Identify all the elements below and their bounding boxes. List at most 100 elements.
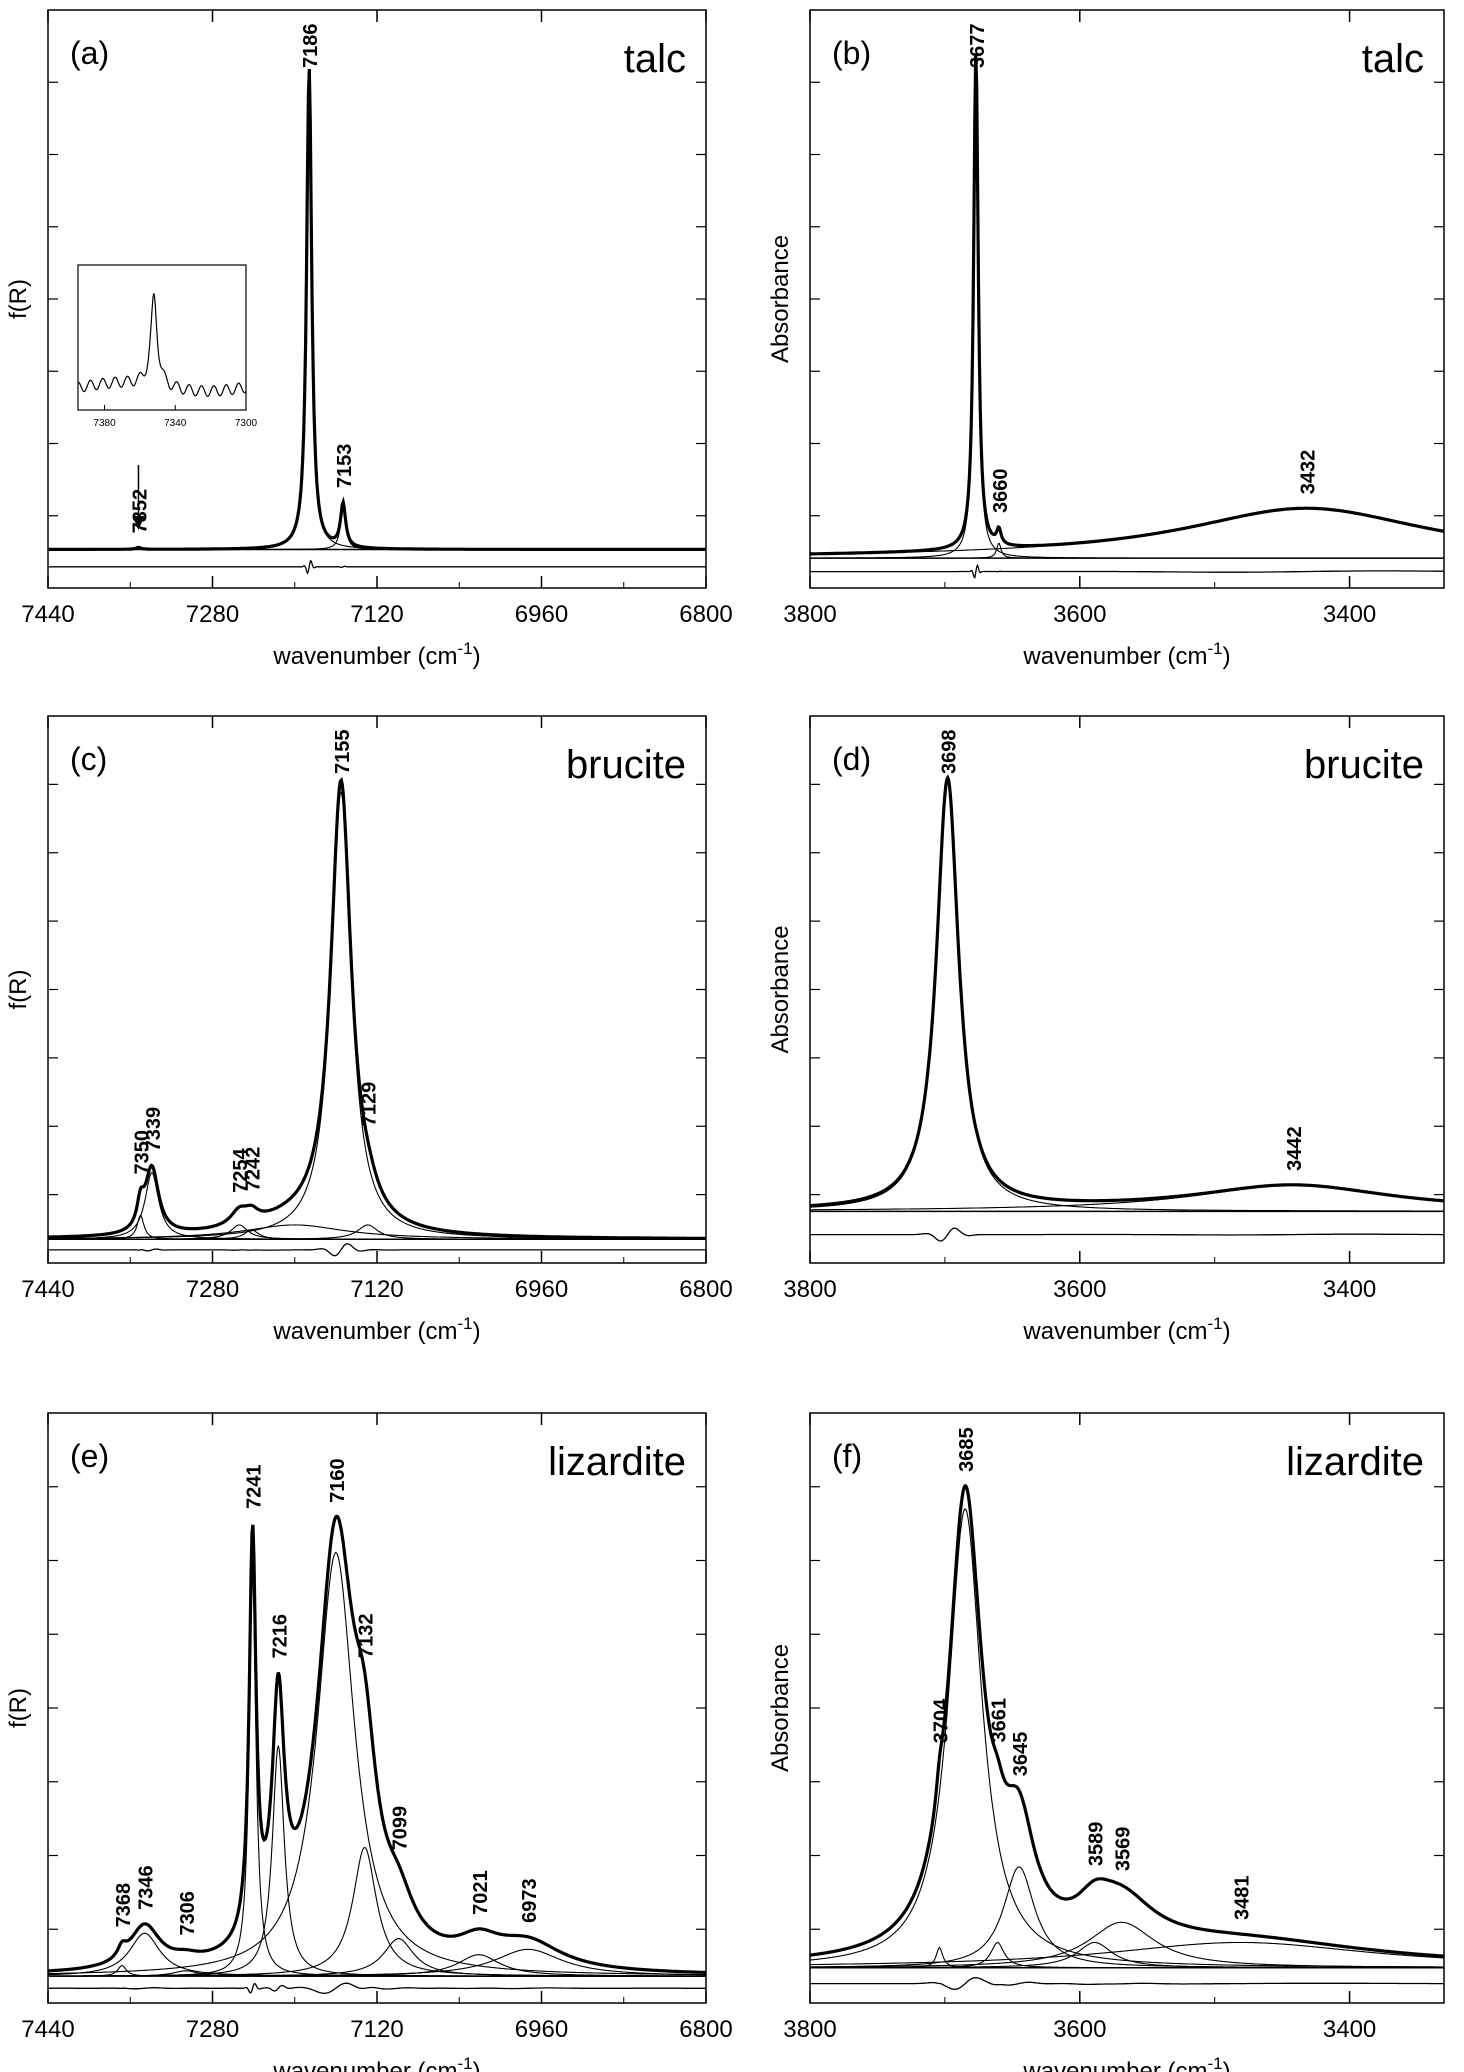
x-tick-label: 7120 <box>350 601 403 628</box>
panel-d: 3800 3600 3400 wavenumber (cm-1) Absorbance (… <box>767 715 1445 1345</box>
y-axis-label: f(R) <box>5 970 32 1010</box>
peak-label-7132: 7132 <box>356 1613 378 1658</box>
x-axis-label: wavenumber (cm-1) <box>272 2054 480 2072</box>
inset-frame <box>77 264 247 411</box>
panel-title: brucite <box>1304 743 1424 787</box>
x-tick-label: 6960 <box>515 601 568 628</box>
plot-frame <box>809 1412 1445 2004</box>
y-axis-label: Absorbance <box>767 235 794 363</box>
x-axis-label: wavenumber (cm-1) <box>1022 639 1230 670</box>
inset-curve <box>77 293 247 397</box>
envelope-curve <box>48 1514 706 1975</box>
peak-label-7241: 7241 <box>244 1464 266 1509</box>
component-curve-3645 <box>810 1866 1444 1969</box>
x-axis-label: wavenumber (cm-1) <box>1022 1314 1230 1345</box>
inset-tick-label: 7380 <box>93 418 116 429</box>
peak-label-7242: 7242 <box>243 1147 265 1192</box>
peak-label-3698: 3698 <box>939 730 961 775</box>
component-curve-3569 <box>810 1921 1444 1968</box>
peak-label-3569: 3569 <box>1113 1827 1135 1872</box>
x-tick-label: 3400 <box>1323 601 1376 628</box>
component-curve-7160 <box>48 1551 706 1976</box>
component-curve-7350 <box>48 1215 706 1240</box>
component-curve-3432 <box>810 507 1444 555</box>
arrow-head <box>132 516 145 530</box>
peak-label-3661: 3661 <box>989 1698 1011 1743</box>
x-tick-label: 3800 <box>783 1276 836 1303</box>
peak-label-3677: 3677 <box>967 23 989 68</box>
plot-frame <box>47 1412 707 2004</box>
plot-area <box>48 1514 706 1994</box>
peak-label-7186: 7186 <box>300 24 322 69</box>
x-tick-label: 3400 <box>1323 1276 1376 1303</box>
peak-label-7153: 7153 <box>334 444 356 489</box>
panel-label: (c) <box>70 741 107 777</box>
x-tick-label: 3600 <box>1053 2016 1106 2043</box>
residual-curve <box>810 1227 1444 1242</box>
residual-curve <box>810 563 1444 579</box>
plot-area <box>810 774 1444 1242</box>
peak-label-3645: 3645 <box>1010 1732 1032 1777</box>
x-tick-label: 6960 <box>515 2016 568 2043</box>
peak-label-3481: 3481 <box>1231 1875 1253 1920</box>
panel-label: (b) <box>832 35 871 71</box>
component-curve-3685 <box>810 1508 1444 1968</box>
residual-curve <box>48 1982 706 1994</box>
panel-title: lizardite <box>1286 1440 1424 1484</box>
panel-e: 7440 7280 7120 6960 6800 wavenumber (cm-1) f(R… <box>5 1412 733 2072</box>
y-axis-label: f(R) <box>5 279 32 319</box>
panel-title: brucite <box>566 743 686 787</box>
x-tick-label: 7120 <box>350 1276 403 1303</box>
y-axis-label: f(R) <box>5 1688 32 1728</box>
inset-tick-label: 7340 <box>164 418 187 429</box>
peak-label-7021: 7021 <box>470 1870 492 1915</box>
peak-label-7216: 7216 <box>269 1614 291 1659</box>
x-tick-label: 3400 <box>1323 2016 1376 2043</box>
x-tick-label: 7280 <box>186 1276 239 1303</box>
x-tick-label: 7280 <box>186 2016 239 2043</box>
x-axis-label: wavenumber (cm-1) <box>272 1314 480 1345</box>
panel-c: 7440 7280 7120 6960 6800 wavenumber (cm-1) f(R… <box>5 715 733 1345</box>
peak-label-7254: 7254 <box>230 1148 252 1193</box>
peak-label-7099: 7099 <box>390 1806 412 1851</box>
panel-label: (e) <box>70 1438 109 1474</box>
envelope-curve <box>810 774 1444 1208</box>
panel-a: 7440 7280 7120 6960 6800 wavenumber (cm-1) f(R… <box>5 9 733 670</box>
plot-area <box>810 1484 1444 1991</box>
x-tick-label: 3600 <box>1053 601 1106 628</box>
peak-label-3432: 3432 <box>1297 450 1319 495</box>
peak-label-7160: 7160 <box>327 1458 349 1503</box>
panel-f: 3800 3600 3400 wavenumber (cm-1) Absorbance (… <box>767 1412 1445 2072</box>
residual-curve <box>810 1977 1444 1991</box>
x-tick-label: 7440 <box>21 601 74 628</box>
y-axis-label: Absorbance <box>767 925 794 1053</box>
envelope-curve <box>48 68 706 551</box>
component-curve-3698 <box>810 779 1444 1212</box>
plot-area <box>48 68 706 575</box>
x-tick-label: 7120 <box>350 2016 403 2043</box>
x-tick-label: 7440 <box>21 1276 74 1303</box>
panel-label: (a) <box>70 35 109 71</box>
peak-label-7306: 7306 <box>177 1891 199 1936</box>
peak-label-6973: 6973 <box>519 1878 541 1923</box>
inset-tick-label: 7300 <box>235 418 258 429</box>
peak-label-7350: 7350 <box>132 1130 154 1175</box>
component-curve-3660 <box>810 542 1444 559</box>
panel-title: talc <box>624 37 686 81</box>
x-tick-label: 6800 <box>679 2016 732 2043</box>
plot-area <box>48 776 706 1257</box>
peak-label-7339: 7339 <box>143 1107 165 1152</box>
x-tick-label: 6800 <box>679 1276 732 1303</box>
x-tick-label: 6960 <box>515 1276 568 1303</box>
x-tick-label: 3800 <box>783 601 836 628</box>
panel-b: 3800 3600 3400 wavenumber (cm-1) Absorbance (… <box>767 9 1445 670</box>
envelope-curve <box>48 776 706 1240</box>
peak-label-7346: 7346 <box>136 1865 158 1910</box>
peak-label-7368: 7368 <box>113 1883 135 1928</box>
peak-label-3589: 3589 <box>1086 1822 1108 1867</box>
envelope-curve <box>810 53 1444 556</box>
peak-label-7155: 7155 <box>332 730 354 775</box>
panel-label: (d) <box>832 741 871 777</box>
x-tick-label: 6800 <box>679 601 732 628</box>
x-axis-label: wavenumber (cm-1) <box>272 639 480 670</box>
